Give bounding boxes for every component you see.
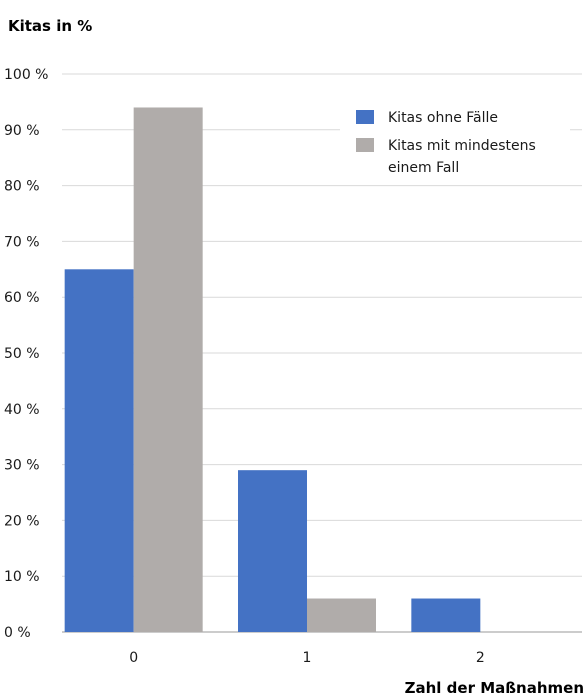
legend-label: einem Fall	[388, 160, 459, 176]
y-tick-label: 20 %	[4, 513, 40, 529]
y-tick-label: 70 %	[4, 234, 40, 250]
y-tick-label: 50 %	[4, 346, 40, 362]
y-tick-label: 80 %	[4, 179, 40, 195]
y-tick-label: 60 %	[4, 290, 40, 306]
y-tick-label: 30 %	[4, 458, 40, 474]
x-tick-labels: 0 1 2	[129, 650, 485, 666]
y-tick-label: 0 %	[4, 625, 31, 641]
bar-mit-fall-0	[133, 107, 203, 633]
y-tick-label: 40 %	[4, 402, 40, 418]
y-axis-title: Kitas in %	[8, 17, 92, 35]
x-axis-title: Zahl der Maßnahmen	[405, 679, 584, 697]
legend-swatch	[356, 138, 374, 152]
legend-label: Kitas ohne Fälle	[388, 110, 498, 126]
y-tick-label: 10 %	[4, 569, 40, 585]
legend-label: Kitas mit mindestens	[388, 138, 536, 154]
x-tick-label: 1	[303, 650, 312, 666]
y-tick-label: 90 %	[4, 123, 40, 139]
bars	[64, 107, 481, 633]
legend: Kitas ohne Fälle Kitas mit mindestens eine…	[340, 100, 570, 184]
bar-mit-fall-1	[307, 598, 376, 632]
legend-swatch	[356, 110, 374, 124]
legend-background	[340, 100, 570, 184]
x-tick-label: 0	[129, 650, 138, 666]
bar-ohne-faelle-2	[411, 598, 481, 632]
bar-ohne-faelle-0	[64, 269, 134, 632]
y-tick-labels: 0 % 10 % 20 % 30 % 40 % 50 % 60 % 70 % 80 % 90 % 1…	[4, 67, 48, 641]
x-tick-label: 2	[476, 650, 485, 666]
y-tick-label: 100 %	[4, 67, 48, 83]
bar-ohne-faelle-1	[238, 470, 307, 632]
